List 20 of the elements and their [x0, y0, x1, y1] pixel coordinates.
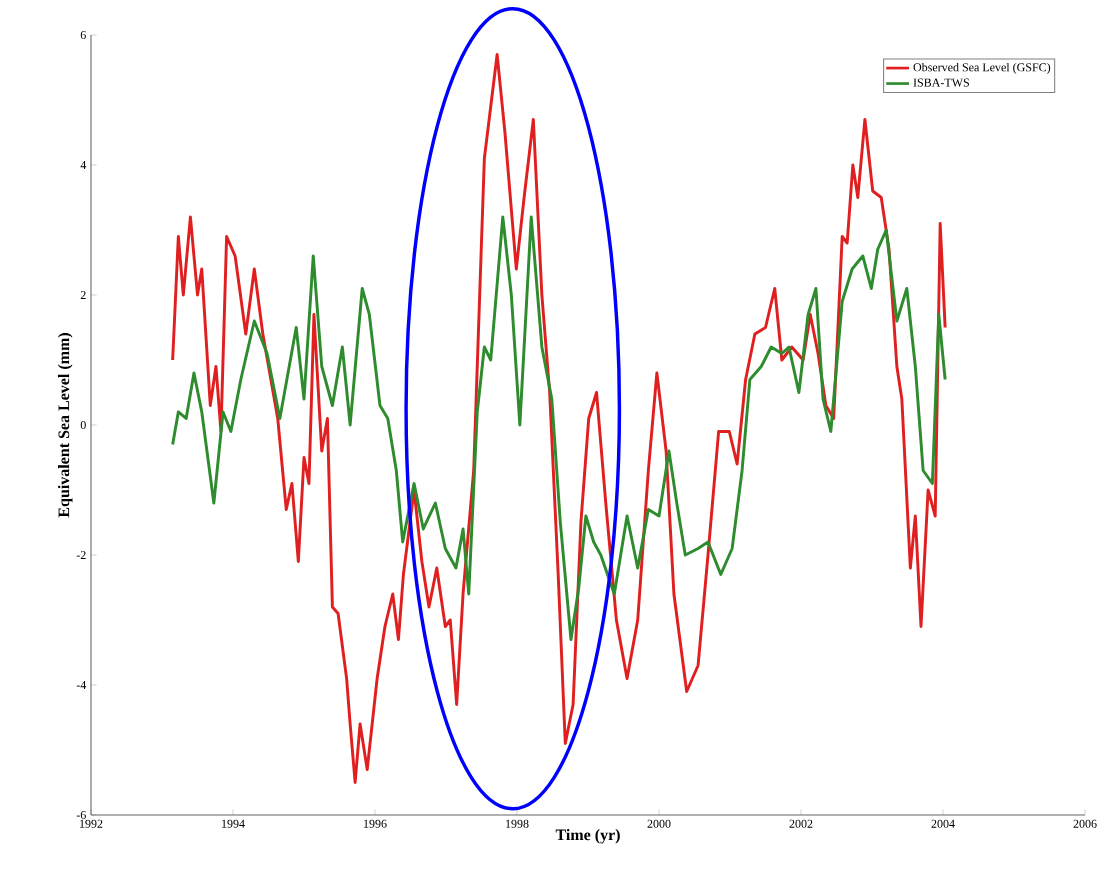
- x-tick-label: 1992: [80, 819, 103, 828]
- x-tick-label: 1996: [364, 819, 387, 828]
- y-tick-label: 6: [80, 30, 86, 40]
- x-tick-label: 2002: [789, 819, 813, 828]
- line-series: [171, 215, 947, 641]
- y-tick-label: -2: [76, 551, 86, 559]
- y-tick-label: -4: [76, 681, 87, 689]
- x-axis-title: Time (yr): [555, 828, 620, 844]
- x-tick-label: 1998: [506, 819, 529, 828]
- y-tick-label: -6: [76, 810, 86, 820]
- legend-label: ISBA-TWS: [913, 78, 969, 87]
- y-tick-label: 0: [80, 420, 86, 430]
- x-tick-label: 2000: [647, 819, 671, 828]
- y-axis-title: Equivalent Sea Level (mm): [57, 333, 73, 518]
- x-tick-label: 2004: [931, 819, 955, 828]
- y-tick-label: 4: [80, 161, 87, 169]
- x-tick-label: 2006: [1073, 819, 1097, 828]
- x-tick-label: 1994: [222, 819, 245, 828]
- y-tick-label: 2: [80, 291, 86, 299]
- legend-label: Observed Sea Level (GSFC): [913, 62, 1051, 74]
